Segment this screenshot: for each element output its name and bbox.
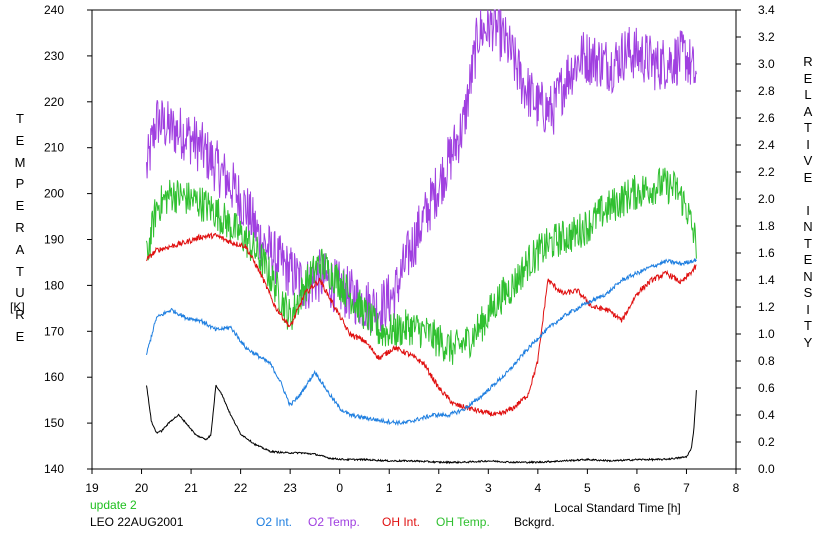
y-left-tick-label: 220 <box>44 95 64 109</box>
y-left-tick-label: 200 <box>44 187 64 201</box>
y-right-tick-label: 2.6 <box>758 111 775 125</box>
x-tick-label: 7 <box>683 481 690 495</box>
x-axis-label: Local Standard Time [h] <box>554 501 681 515</box>
y-right-tick-label: 1.4 <box>758 273 775 287</box>
y-right-tick-label: 0.2 <box>758 435 775 449</box>
y-left-tick-label: 230 <box>44 49 64 63</box>
y-left-tick-label: 140 <box>44 462 64 476</box>
y-right-tick-label: 0.4 <box>758 408 775 422</box>
x-tick-label: 5 <box>584 481 591 495</box>
legend-oh-temp: OH Temp. <box>436 515 490 529</box>
y-right-tick-label: 2.2 <box>758 165 775 179</box>
y-right-tick-label: 0.6 <box>758 381 775 395</box>
series-line-oh-temp <box>146 167 697 365</box>
legend-oh-int: OH Int. <box>382 515 421 529</box>
y-axis-unit-left: [K] <box>10 300 25 314</box>
update-note: update 2 <box>90 498 137 512</box>
y-left-tick-label: 180 <box>44 278 64 292</box>
legend-bckgrd: Bckgrd. <box>514 515 555 529</box>
x-tick-label: 0 <box>336 481 343 495</box>
y-left-tick-label: 170 <box>44 324 64 338</box>
series-line-o2-int <box>146 258 697 427</box>
y-right-tick-label: 1.8 <box>758 219 775 233</box>
legend-o2-int: O2 Int. <box>256 515 293 529</box>
x-tick-label: 21 <box>184 481 198 495</box>
x-tick-label: 3 <box>485 481 492 495</box>
series-line-o2-temp <box>146 9 697 335</box>
y-left-tick-label: 210 <box>44 141 64 155</box>
y-right-tick-label: 0.8 <box>758 354 775 368</box>
y-left-tick-label: 150 <box>44 416 64 430</box>
y-right-tick-label: 0.0 <box>758 462 775 476</box>
y-right-tick-label: 1.0 <box>758 327 775 341</box>
x-tick-label: 8 <box>733 481 740 495</box>
x-tick-label: 1 <box>386 481 393 495</box>
x-tick-label: 19 <box>85 481 99 495</box>
y-right-tick-label: 2.8 <box>758 84 775 98</box>
y-right-tick-label: 1.6 <box>758 246 775 260</box>
x-tick-label: 4 <box>535 481 542 495</box>
y-right-tick-label: 2.0 <box>758 192 775 206</box>
x-tick-label: 6 <box>634 481 641 495</box>
x-tick-label: 2 <box>435 481 442 495</box>
station-label: LEO 22AUG2001 <box>90 515 184 529</box>
y-left-tick-label: 160 <box>44 370 64 384</box>
y-right-tick-label: 3.2 <box>758 30 775 44</box>
legend-o2-temp: O2 Temp. <box>308 515 360 529</box>
x-tick-label: 20 <box>135 481 149 495</box>
series-line-oh-int <box>146 232 697 417</box>
y-left-tick-label: 240 <box>44 3 64 17</box>
series-line-bckgrd <box>146 384 697 465</box>
x-tick-label: 23 <box>283 481 297 495</box>
y-right-tick-label: 2.4 <box>758 138 775 152</box>
x-tick-label: 22 <box>234 481 248 495</box>
y-right-tick-label: 3.4 <box>758 3 775 17</box>
y-left-tick-label: 190 <box>44 233 64 247</box>
y-right-tick-label: 3.0 <box>758 57 775 71</box>
y-right-tick-label: 1.2 <box>758 300 775 314</box>
